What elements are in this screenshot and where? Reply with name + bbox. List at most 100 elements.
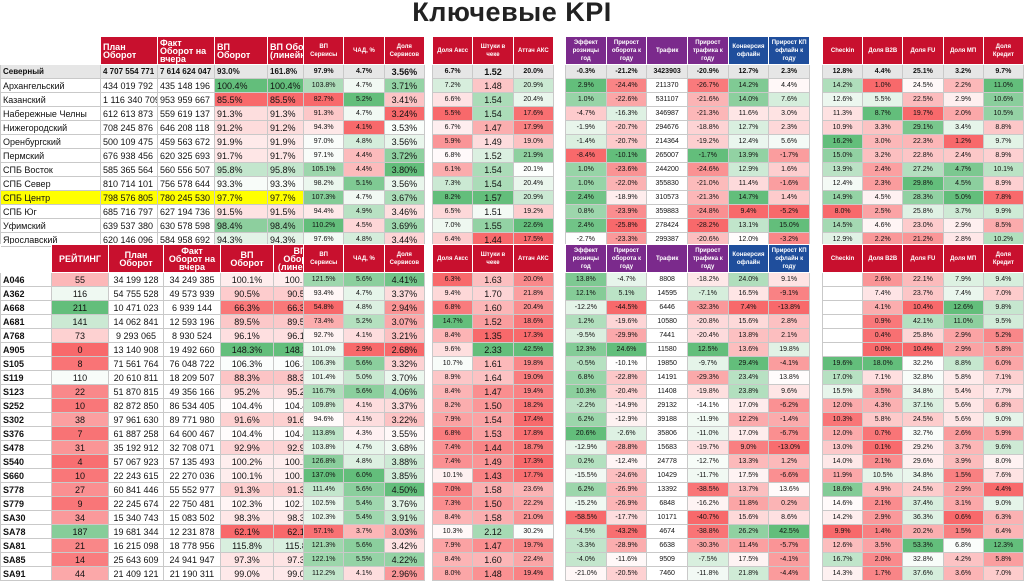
table-cell: 646 208 118 xyxy=(157,120,215,135)
table-cell: 3.0% xyxy=(862,134,904,149)
table-cell: 24 941 947 xyxy=(163,552,221,567)
table-cell: -20.9% xyxy=(686,64,729,79)
table-row: 121.3% 5.6% 3.42% xyxy=(302,538,426,553)
table-cell: 4.3% xyxy=(862,398,904,413)
table-row: 13.0% 0.1% 29.2% 3.7% 9.6% xyxy=(821,440,1024,455)
table-row: 8.4% 1.60 22.4% xyxy=(431,552,555,567)
table-cell: 17.5% xyxy=(727,552,770,567)
table-row: 14.6% 2.1% 37.4% 3.1% 9.0% xyxy=(821,496,1024,511)
table-cell: 9.9% xyxy=(982,204,1024,219)
table-cell: 2.94% xyxy=(383,300,426,315)
table-cell: 2.6% xyxy=(862,272,904,287)
table-cell: 4 707 554 771 xyxy=(100,64,158,79)
table-row: 14.7% 1.52 18.6% xyxy=(431,314,555,329)
table-cell: 531107 xyxy=(646,92,688,107)
table-cell: 434 019 792 xyxy=(100,78,158,93)
table-cell: 1.6% xyxy=(768,162,810,177)
column-header: План Оборот xyxy=(100,36,158,65)
column-header: Доля В2В xyxy=(862,244,904,273)
table-cell xyxy=(821,300,864,315)
table-cell: 0.2% xyxy=(768,496,810,511)
table-cell: 137.0% xyxy=(302,468,345,483)
regions-shares-table: Checkin Доля В2В Доля FU Доля МП Доля Кредит… xyxy=(821,36,1024,247)
table-cell: 15.6% xyxy=(727,314,770,329)
table-cell: 4.1% xyxy=(862,300,904,315)
table-cell: 34 199 128 xyxy=(108,272,164,287)
table-cell: 7.0% xyxy=(431,482,474,497)
table-cell: 8.2% xyxy=(431,398,474,413)
table-cell: 1.4% xyxy=(862,524,904,539)
table-cell: 612 613 873 xyxy=(100,106,158,121)
table-cell: 97.3% xyxy=(220,552,274,567)
table-cell: S540 xyxy=(0,454,52,469)
table-row: 6.4% 1.44 17.5% xyxy=(431,232,555,247)
table-cell: 4.2% xyxy=(942,552,984,567)
table-row: 103.8% 4.7% 3.71% xyxy=(302,78,426,93)
table-row: 12.3% 24.6% 11580 12.5% 13.6% 19.8% xyxy=(565,342,810,357)
column-header: ВП Оборот xyxy=(214,36,268,65)
table-cell: 1.43 xyxy=(472,468,514,483)
table-cell: -28.8% xyxy=(605,440,648,455)
table-cell: 102.3% xyxy=(302,510,345,525)
table-row: 13.8% -4.7% 8808 -18.2% 24.0% 9.1% xyxy=(565,272,810,287)
table-cell: 66.3% xyxy=(220,300,274,315)
table-cell: 8.4% xyxy=(431,384,474,399)
table-cell: 19.6% xyxy=(821,356,864,371)
table-cell: 9 293 065 xyxy=(108,328,164,343)
table-cell: 24.0% xyxy=(727,272,770,287)
table-row: S660 10 22 243 615 22 270 036 100.1% 100.1% xyxy=(0,468,327,483)
table-row: S478 31 35 192 912 32 708 071 92.9% 92.9% xyxy=(0,440,327,455)
table-cell: 32 708 071 xyxy=(163,440,221,455)
table-row: 98.2% 5.1% 3.56% xyxy=(302,176,426,191)
table-cell: -44.5% xyxy=(605,300,648,315)
table-cell: 5.8% xyxy=(862,412,904,427)
table-cell: 8.4% xyxy=(431,510,474,525)
table-cell: 3.53% xyxy=(383,120,426,135)
table-cell: 3.56% xyxy=(383,176,426,191)
table-cell: 14.5% xyxy=(821,218,864,233)
column-header: Доля МП xyxy=(942,244,984,273)
table-cell: 9.5% xyxy=(982,314,1024,329)
table-cell: 10.3% xyxy=(565,384,607,399)
table-cell: 585 365 564 xyxy=(100,162,158,177)
table-cell: 5.8% xyxy=(942,370,984,385)
table-cell: 1.58 xyxy=(472,510,514,525)
table-cell: 5.6% xyxy=(942,398,984,413)
table-cell: 211370 xyxy=(646,78,688,93)
table-cell: 1 116 340 709 xyxy=(100,92,158,107)
table-cell: 560 556 507 xyxy=(157,162,215,177)
column-header: Эффект розницы год xyxy=(565,244,607,273)
table-cell: 10.9% xyxy=(821,120,864,135)
table-cell: 3.56% xyxy=(383,64,426,79)
table-cell: 244200 xyxy=(646,162,688,177)
table-cell: 6.8% xyxy=(942,538,984,553)
table-cell: 2.5% xyxy=(862,204,904,219)
table-cell: 7.0% xyxy=(982,286,1024,301)
table-cell: 1.47 xyxy=(472,538,514,553)
table-cell: 12.7% xyxy=(727,64,770,79)
table-cell: 7 614 624 047 xyxy=(157,64,215,79)
table-cell: 18.0% xyxy=(862,356,904,371)
table-cell: 14.9% xyxy=(821,190,864,205)
table-cell: 14.2% xyxy=(727,78,770,93)
table-cell: 13.3% xyxy=(727,454,770,469)
table-row: A362 116 54 755 528 49 573 939 90.5% 90.5% xyxy=(0,286,327,301)
table-row: 109.8% 4.1% 3.37% xyxy=(302,398,426,413)
table-cell: 34 xyxy=(51,510,109,525)
table-cell: 676 938 456 xyxy=(100,148,158,163)
table-cell: 1.57 xyxy=(472,190,514,205)
table-row: -1.4% -20.7% 214364 -19.2% 12.4% 5.6% xyxy=(565,134,810,149)
table-cell: 8.9% xyxy=(982,176,1024,191)
table-cell: -6.7% xyxy=(768,426,810,441)
table-cell: 500 109 475 xyxy=(100,134,158,149)
table-cell: 10.4% xyxy=(902,300,944,315)
table-row: 5.5% 1.54 17.6% xyxy=(431,106,555,121)
table-cell: 97.0% xyxy=(302,134,345,149)
table-cell: 22 750 481 xyxy=(163,496,221,511)
table-cell: Набережные Челны xyxy=(0,106,101,121)
table-row: 92.7% 4.1% 3.21% xyxy=(302,328,426,343)
table-row: 12.6% 3.5% 53.3% 6.8% 12.3% xyxy=(821,538,1024,553)
table-cell: -13.0% xyxy=(768,440,810,455)
table-cell: 3.2% xyxy=(942,64,984,79)
table-cell: 5.2% xyxy=(343,92,385,107)
